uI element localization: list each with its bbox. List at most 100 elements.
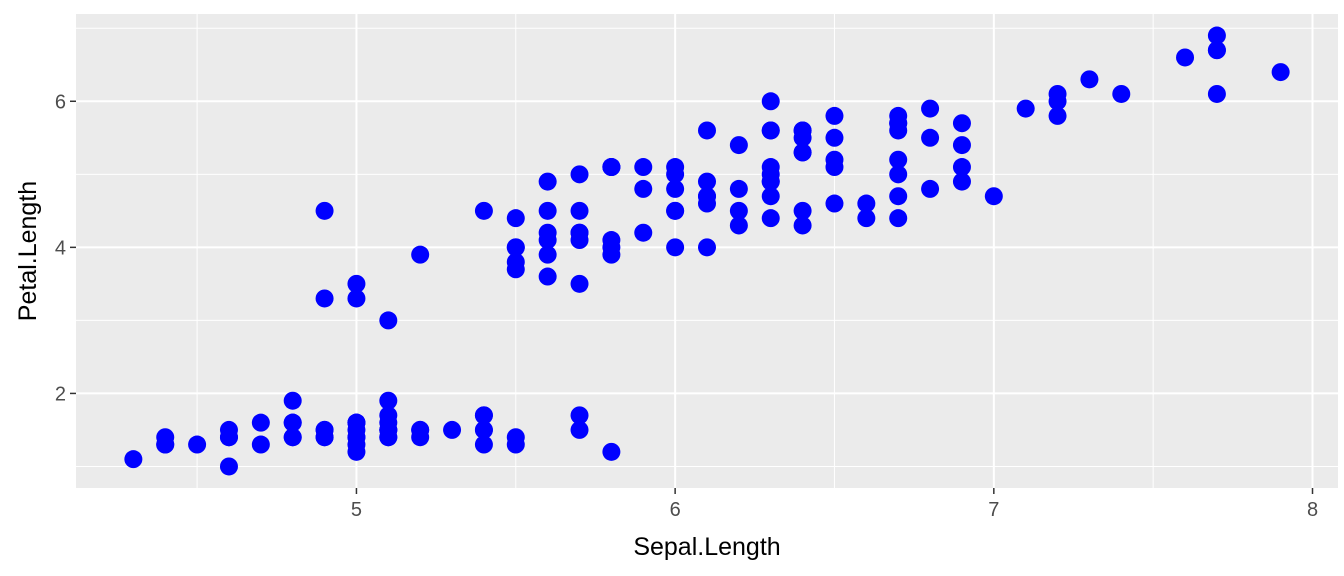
data-point xyxy=(474,406,493,425)
data-point xyxy=(666,238,685,257)
data-point xyxy=(793,128,812,147)
data-point xyxy=(379,391,398,410)
data-point xyxy=(698,172,716,191)
data-point xyxy=(570,420,589,439)
y-tick-label: 6 xyxy=(55,91,66,113)
data-point xyxy=(602,442,621,461)
data-point xyxy=(283,391,302,410)
data-point xyxy=(761,165,780,184)
y-tick-label: 2 xyxy=(55,383,66,405)
data-point xyxy=(474,201,493,220)
data-point xyxy=(411,245,430,264)
data-point xyxy=(825,150,844,169)
data-point xyxy=(315,201,334,220)
data-point xyxy=(889,150,908,169)
y-axis-title: Petal.Length xyxy=(14,181,42,321)
data-point xyxy=(729,216,748,235)
data-point xyxy=(538,223,557,242)
data-point xyxy=(634,179,653,198)
data-point xyxy=(219,457,238,476)
data-point xyxy=(570,201,589,220)
data-point xyxy=(761,92,780,111)
data-point xyxy=(889,114,908,133)
data-point xyxy=(283,428,302,447)
data-point xyxy=(1176,48,1195,67)
data-point xyxy=(315,289,334,308)
data-point xyxy=(506,435,525,454)
data-point xyxy=(1207,41,1226,60)
data-point xyxy=(921,128,940,147)
data-point xyxy=(379,311,398,330)
x-axis: 5 6 7 8 xyxy=(351,488,1318,521)
data-point xyxy=(570,165,589,184)
data-point xyxy=(698,121,716,140)
data-point xyxy=(538,172,557,191)
data-point xyxy=(506,209,525,228)
data-point xyxy=(411,420,430,439)
data-point xyxy=(538,267,557,286)
data-point xyxy=(666,165,685,184)
points-layer xyxy=(124,26,1290,476)
data-point xyxy=(570,406,589,425)
data-point xyxy=(857,194,876,213)
data-point xyxy=(315,428,334,447)
data-point xyxy=(1048,106,1067,125)
x-axis-title: Sepal.Length xyxy=(633,533,780,561)
data-point xyxy=(729,136,748,155)
data-point xyxy=(761,209,780,228)
data-point xyxy=(666,201,685,220)
data-point xyxy=(602,158,621,177)
data-point xyxy=(952,114,971,133)
x-tick-label: 5 xyxy=(351,499,362,521)
data-point xyxy=(825,194,844,213)
data-point xyxy=(793,201,812,220)
x-tick-label: 7 xyxy=(988,499,999,521)
data-point xyxy=(889,187,908,206)
data-point xyxy=(1016,99,1035,118)
data-point xyxy=(124,450,143,469)
data-point xyxy=(251,413,270,432)
y-tick-label: 4 xyxy=(55,237,66,259)
data-point xyxy=(952,172,971,191)
data-point xyxy=(347,428,366,447)
data-point xyxy=(379,413,398,432)
data-point xyxy=(538,201,557,220)
data-point xyxy=(474,420,493,439)
y-axis: 2 4 6 xyxy=(55,91,76,405)
data-point xyxy=(729,201,748,220)
data-point xyxy=(634,158,653,177)
x-tick-label: 8 xyxy=(1307,499,1318,521)
data-point xyxy=(474,435,493,454)
data-point xyxy=(1207,84,1226,103)
data-point xyxy=(443,420,462,439)
data-point xyxy=(1080,70,1099,89)
data-point xyxy=(921,99,940,118)
data-point xyxy=(538,245,557,264)
data-point xyxy=(283,413,302,432)
data-point xyxy=(1271,63,1290,82)
data-point xyxy=(1048,92,1067,111)
data-point xyxy=(347,274,366,293)
data-point xyxy=(825,128,844,147)
data-point xyxy=(921,179,940,198)
data-point xyxy=(889,209,908,228)
x-tick-label: 6 xyxy=(670,499,681,521)
data-point xyxy=(825,106,844,125)
data-point xyxy=(729,179,748,198)
data-point xyxy=(952,136,971,155)
data-point xyxy=(761,121,780,140)
data-point xyxy=(793,143,812,162)
data-point xyxy=(761,187,780,206)
data-point xyxy=(952,158,971,177)
data-point xyxy=(219,428,238,447)
data-point xyxy=(347,289,366,308)
data-point xyxy=(570,274,589,293)
data-point xyxy=(634,223,653,242)
data-point xyxy=(1112,84,1131,103)
data-point xyxy=(156,435,175,454)
data-point xyxy=(188,435,207,454)
data-point xyxy=(347,413,366,432)
data-point xyxy=(602,238,621,257)
data-point xyxy=(570,231,589,250)
